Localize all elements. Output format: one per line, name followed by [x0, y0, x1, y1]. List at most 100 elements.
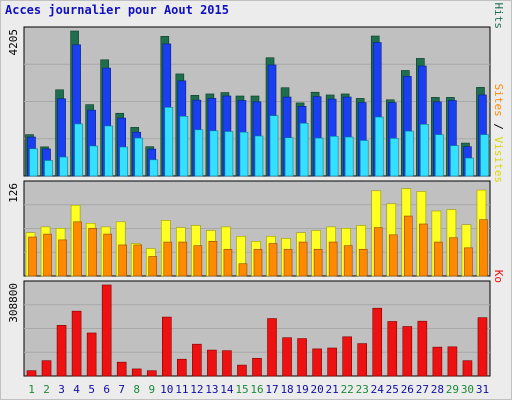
bar-pages [299, 122, 309, 177]
bar-pages [435, 134, 444, 177]
bar-ko [222, 350, 232, 377]
x-tick-label: 20 [311, 383, 324, 396]
bar-sites [298, 241, 308, 277]
bar-sites [238, 263, 248, 277]
x-tick-label: 14 [220, 383, 234, 396]
x-tick-label: 7 [118, 383, 125, 396]
bar-ko [327, 347, 337, 377]
x-tick-label: 25 [386, 383, 399, 396]
bar-sites [193, 245, 203, 277]
bar-pages [224, 131, 234, 177]
bar-ko [357, 343, 368, 377]
bar-pages [89, 145, 98, 177]
x-tick-label: 18 [280, 383, 293, 396]
bar-ko [41, 360, 52, 377]
legend-label-hits: Pages / Fichiers / Hits [492, 0, 505, 29]
bar-ko [86, 332, 97, 377]
bar-sites [328, 241, 338, 277]
bar-ko [432, 346, 443, 377]
bar-sites [208, 241, 218, 277]
x-tick-label: 27 [416, 383, 429, 396]
x-tick-label: 1 [28, 383, 35, 396]
x-tick-label: 8 [133, 383, 140, 396]
bar-pages [314, 137, 324, 177]
x-tick-label: 5 [88, 383, 95, 396]
x-tick-label: 3 [58, 383, 65, 396]
bar-pages [329, 136, 339, 177]
bar-ko [26, 370, 37, 377]
x-tick-label: 13 [205, 383, 218, 396]
bar-ko [297, 338, 307, 377]
bar-sites [88, 228, 97, 277]
bar-sites [388, 234, 398, 277]
ymax-label-ko: 308800 [7, 283, 20, 323]
bar-sites [118, 244, 127, 277]
bar-pages [450, 145, 459, 177]
bar-pages [480, 134, 489, 177]
bar-sites [28, 236, 37, 277]
bar-ko [101, 284, 112, 377]
bar-sites [163, 241, 173, 277]
bar-sites [43, 233, 52, 277]
bar-ko [71, 310, 82, 377]
x-tick-label: 30 [461, 383, 474, 396]
bar-pages [269, 115, 279, 177]
bar-ko [192, 343, 202, 377]
x-tick-label: 9 [148, 383, 155, 396]
x-tick-label: 10 [160, 383, 173, 396]
bar-pages [119, 146, 128, 177]
bar-sites [103, 233, 112, 277]
bar-sites [58, 239, 67, 277]
bar-ko [342, 336, 352, 377]
bar-sites [268, 243, 278, 277]
legend-label-hits-part: Hits [492, 3, 505, 30]
x-tick-label: 6 [103, 383, 110, 396]
bar-ko [402, 326, 413, 377]
bar-sites [404, 215, 413, 277]
x-tick-label: 12 [190, 383, 203, 396]
legend-label-hits-part: / [492, 0, 505, 3]
x-tick-label: 31 [476, 383, 489, 396]
bar-sites [253, 248, 263, 277]
bar-pages [104, 125, 113, 177]
x-tick-label: 23 [356, 383, 369, 396]
bar-ko [237, 364, 247, 377]
bar-pages [29, 148, 38, 177]
bar-ko [447, 346, 458, 377]
bar-pages [179, 116, 189, 177]
bar-sites [313, 248, 323, 277]
bar-pages [465, 157, 474, 177]
legend-label-visites-part: / [492, 117, 505, 137]
bar-ko [312, 348, 322, 377]
x-tick-label: 17 [265, 383, 278, 396]
bar-pages [134, 137, 144, 177]
bar-pages [389, 138, 399, 177]
ymax-label-hits: 4205 [7, 29, 20, 56]
legend-label-ko: Ko [492, 270, 505, 283]
bar-sites [178, 241, 188, 277]
bar-pages [359, 140, 369, 177]
legend-label-visites-part: Visites [492, 137, 505, 183]
x-tick-label: 22 [341, 383, 354, 396]
bar-sites [343, 245, 353, 277]
chart-title: Acces journalier pour Aout 2015 [5, 3, 229, 17]
bar-pages [149, 159, 159, 177]
bar-pages [239, 131, 249, 177]
bar-sites [358, 248, 368, 277]
bar-sites [73, 221, 82, 277]
bar-sites [449, 237, 458, 277]
bar-sites [148, 256, 158, 277]
ymax-label-visites: 126 [7, 183, 20, 203]
bar-ko [131, 368, 142, 377]
bar-sites [479, 219, 488, 277]
bar-ko [477, 317, 488, 377]
bar-sites [373, 227, 383, 277]
x-tick-label: 26 [401, 383, 414, 396]
bar-ko [462, 360, 473, 377]
bar-ko [372, 307, 383, 377]
bar-ko [267, 318, 277, 377]
bar-ko [387, 321, 398, 377]
bar-ko [207, 349, 217, 377]
x-tick-label: 19 [295, 383, 308, 396]
